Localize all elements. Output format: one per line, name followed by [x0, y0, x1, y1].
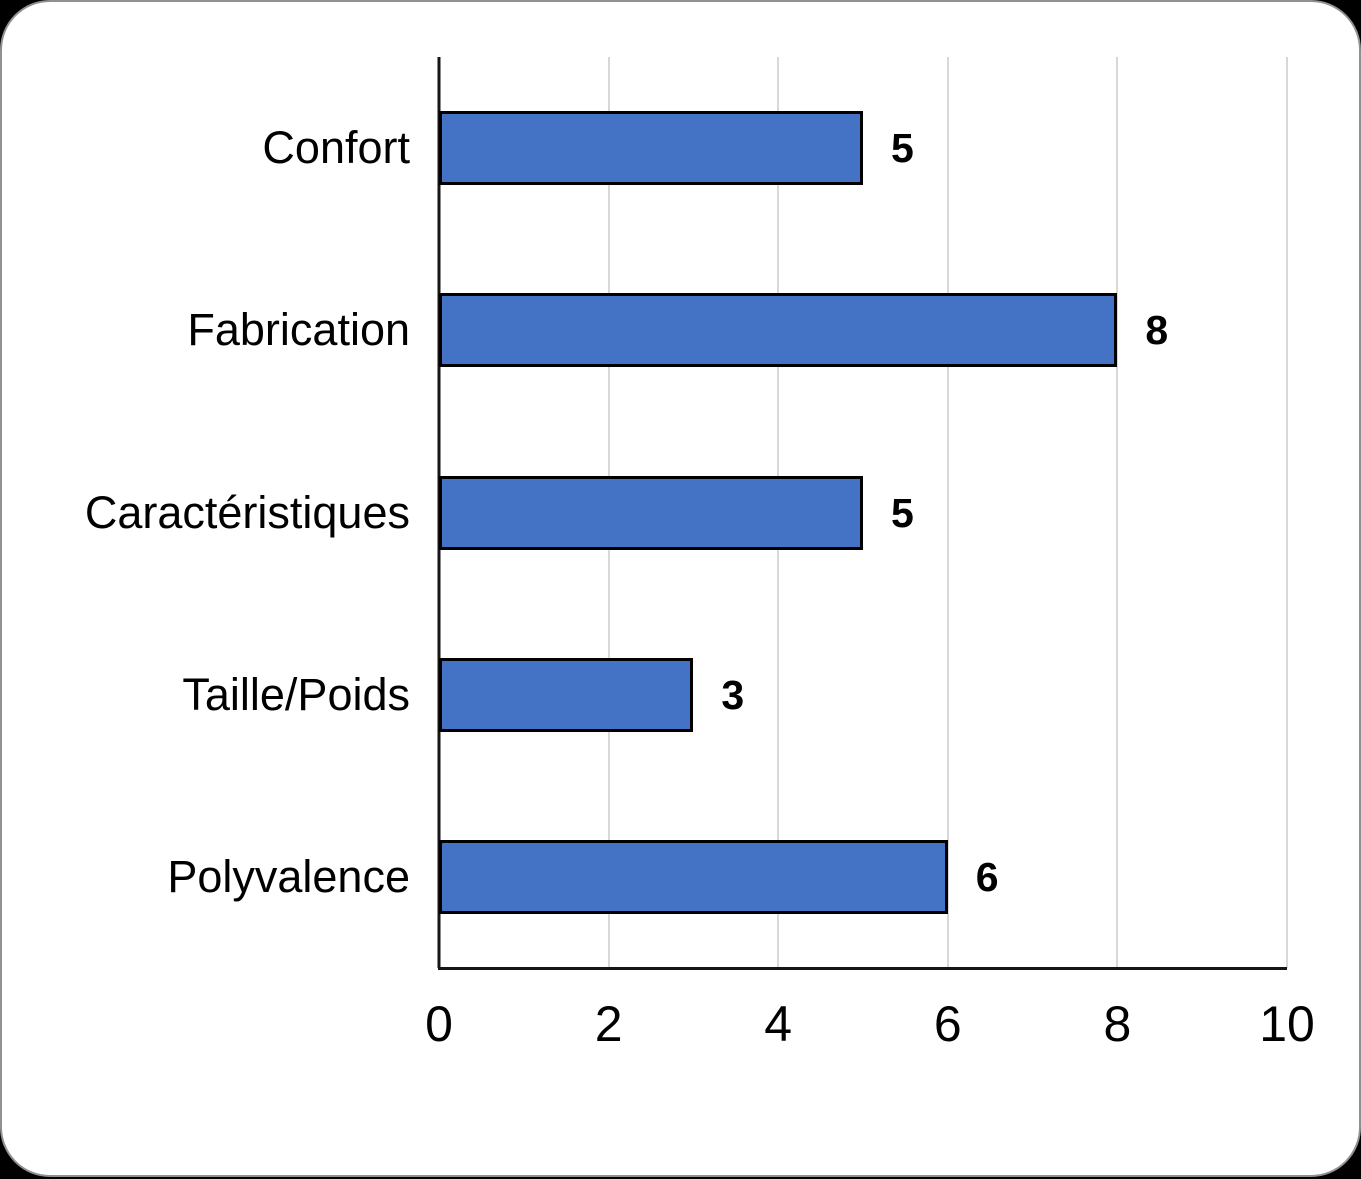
x-tick-label-8: 8 — [1103, 996, 1132, 1052]
category-label-fabrication: Fabrication — [187, 304, 410, 355]
x-axis-line — [437, 966, 1287, 970]
x-tick-label-4: 4 — [764, 996, 793, 1052]
plot-area: 5 8 5 3 6 — [437, 57, 1288, 970]
category-label-confort: Confort — [262, 122, 410, 173]
category-label-caracteristiques: Caractéristiques — [84, 487, 410, 538]
bar-value-label-taille-poids: 3 — [721, 672, 745, 718]
bar-value-label-fabrication: 8 — [1145, 307, 1169, 353]
bar-fabrication — [439, 293, 1118, 367]
category-label-taille-poids: Taille/Poids — [182, 669, 410, 720]
bar-polyvalence — [439, 840, 948, 914]
bar-confort — [439, 111, 863, 185]
bar-value-label-confort: 5 — [891, 125, 914, 171]
bar-value-label-caracteristiques: 5 — [891, 490, 914, 536]
gridline-6 — [946, 57, 949, 968]
gridline-8 — [1116, 57, 1119, 968]
bar-value-label-polyvalence: 6 — [975, 854, 999, 900]
x-tick-label-6: 6 — [933, 996, 962, 1052]
gridline-10 — [1286, 57, 1288, 968]
x-tick-label-0: 0 — [425, 996, 453, 1052]
category-label-polyvalence: Polyvalence — [167, 851, 410, 902]
x-tick-label-2: 2 — [594, 996, 623, 1052]
bar-caracteristiques — [439, 476, 863, 550]
x-tick-label-10: 10 — [1259, 996, 1315, 1052]
bar-taille-poids — [439, 658, 694, 732]
